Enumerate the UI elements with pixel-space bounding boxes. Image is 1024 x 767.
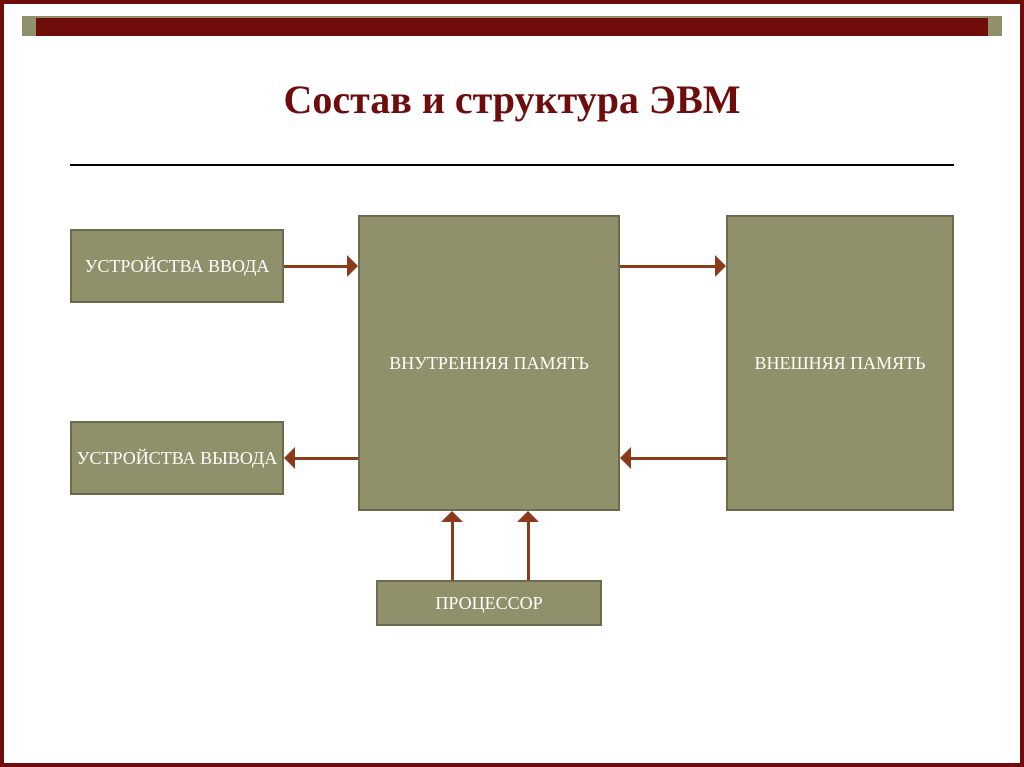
- arrow-line: [295, 457, 358, 460]
- box-label: ВНЕШНЯЯ ПАМЯТЬ: [754, 352, 925, 375]
- box-input-devices: УСТРОЙСТВА ВВОДА: [70, 229, 284, 303]
- top-band-maroon: [36, 18, 988, 36]
- title-underline: [70, 164, 954, 166]
- arrow-head-icon: [620, 447, 631, 469]
- box-internal-memory: ВНУТРЕННЯЯ ПАМЯТЬ: [358, 215, 620, 511]
- box-label: ПРОЦЕССОР: [435, 592, 542, 615]
- arrow-line: [284, 265, 347, 268]
- arrow-head-icon: [715, 255, 726, 277]
- arrow-line: [451, 522, 454, 580]
- box-label: УСТРОЙСТВА ВЫВОДА: [77, 447, 277, 470]
- box-output-devices: УСТРОЙСТВА ВЫВОДА: [70, 421, 284, 495]
- box-processor: ПРОЦЕССОР: [376, 580, 602, 626]
- arrow-head-icon: [347, 255, 358, 277]
- slide-title: Состав и структура ЭВМ: [0, 76, 1024, 123]
- box-label: ВНУТРЕННЯЯ ПАМЯТЬ: [389, 352, 589, 375]
- arrow-line: [620, 265, 715, 268]
- box-label: УСТРОЙСТВА ВВОДА: [85, 255, 270, 278]
- arrow-line: [527, 522, 530, 580]
- arrow-head-icon: [284, 447, 295, 469]
- arrow-line: [631, 457, 726, 460]
- arrow-head-icon: [441, 511, 463, 522]
- box-external-memory: ВНЕШНЯЯ ПАМЯТЬ: [726, 215, 954, 511]
- arrow-head-icon: [517, 511, 539, 522]
